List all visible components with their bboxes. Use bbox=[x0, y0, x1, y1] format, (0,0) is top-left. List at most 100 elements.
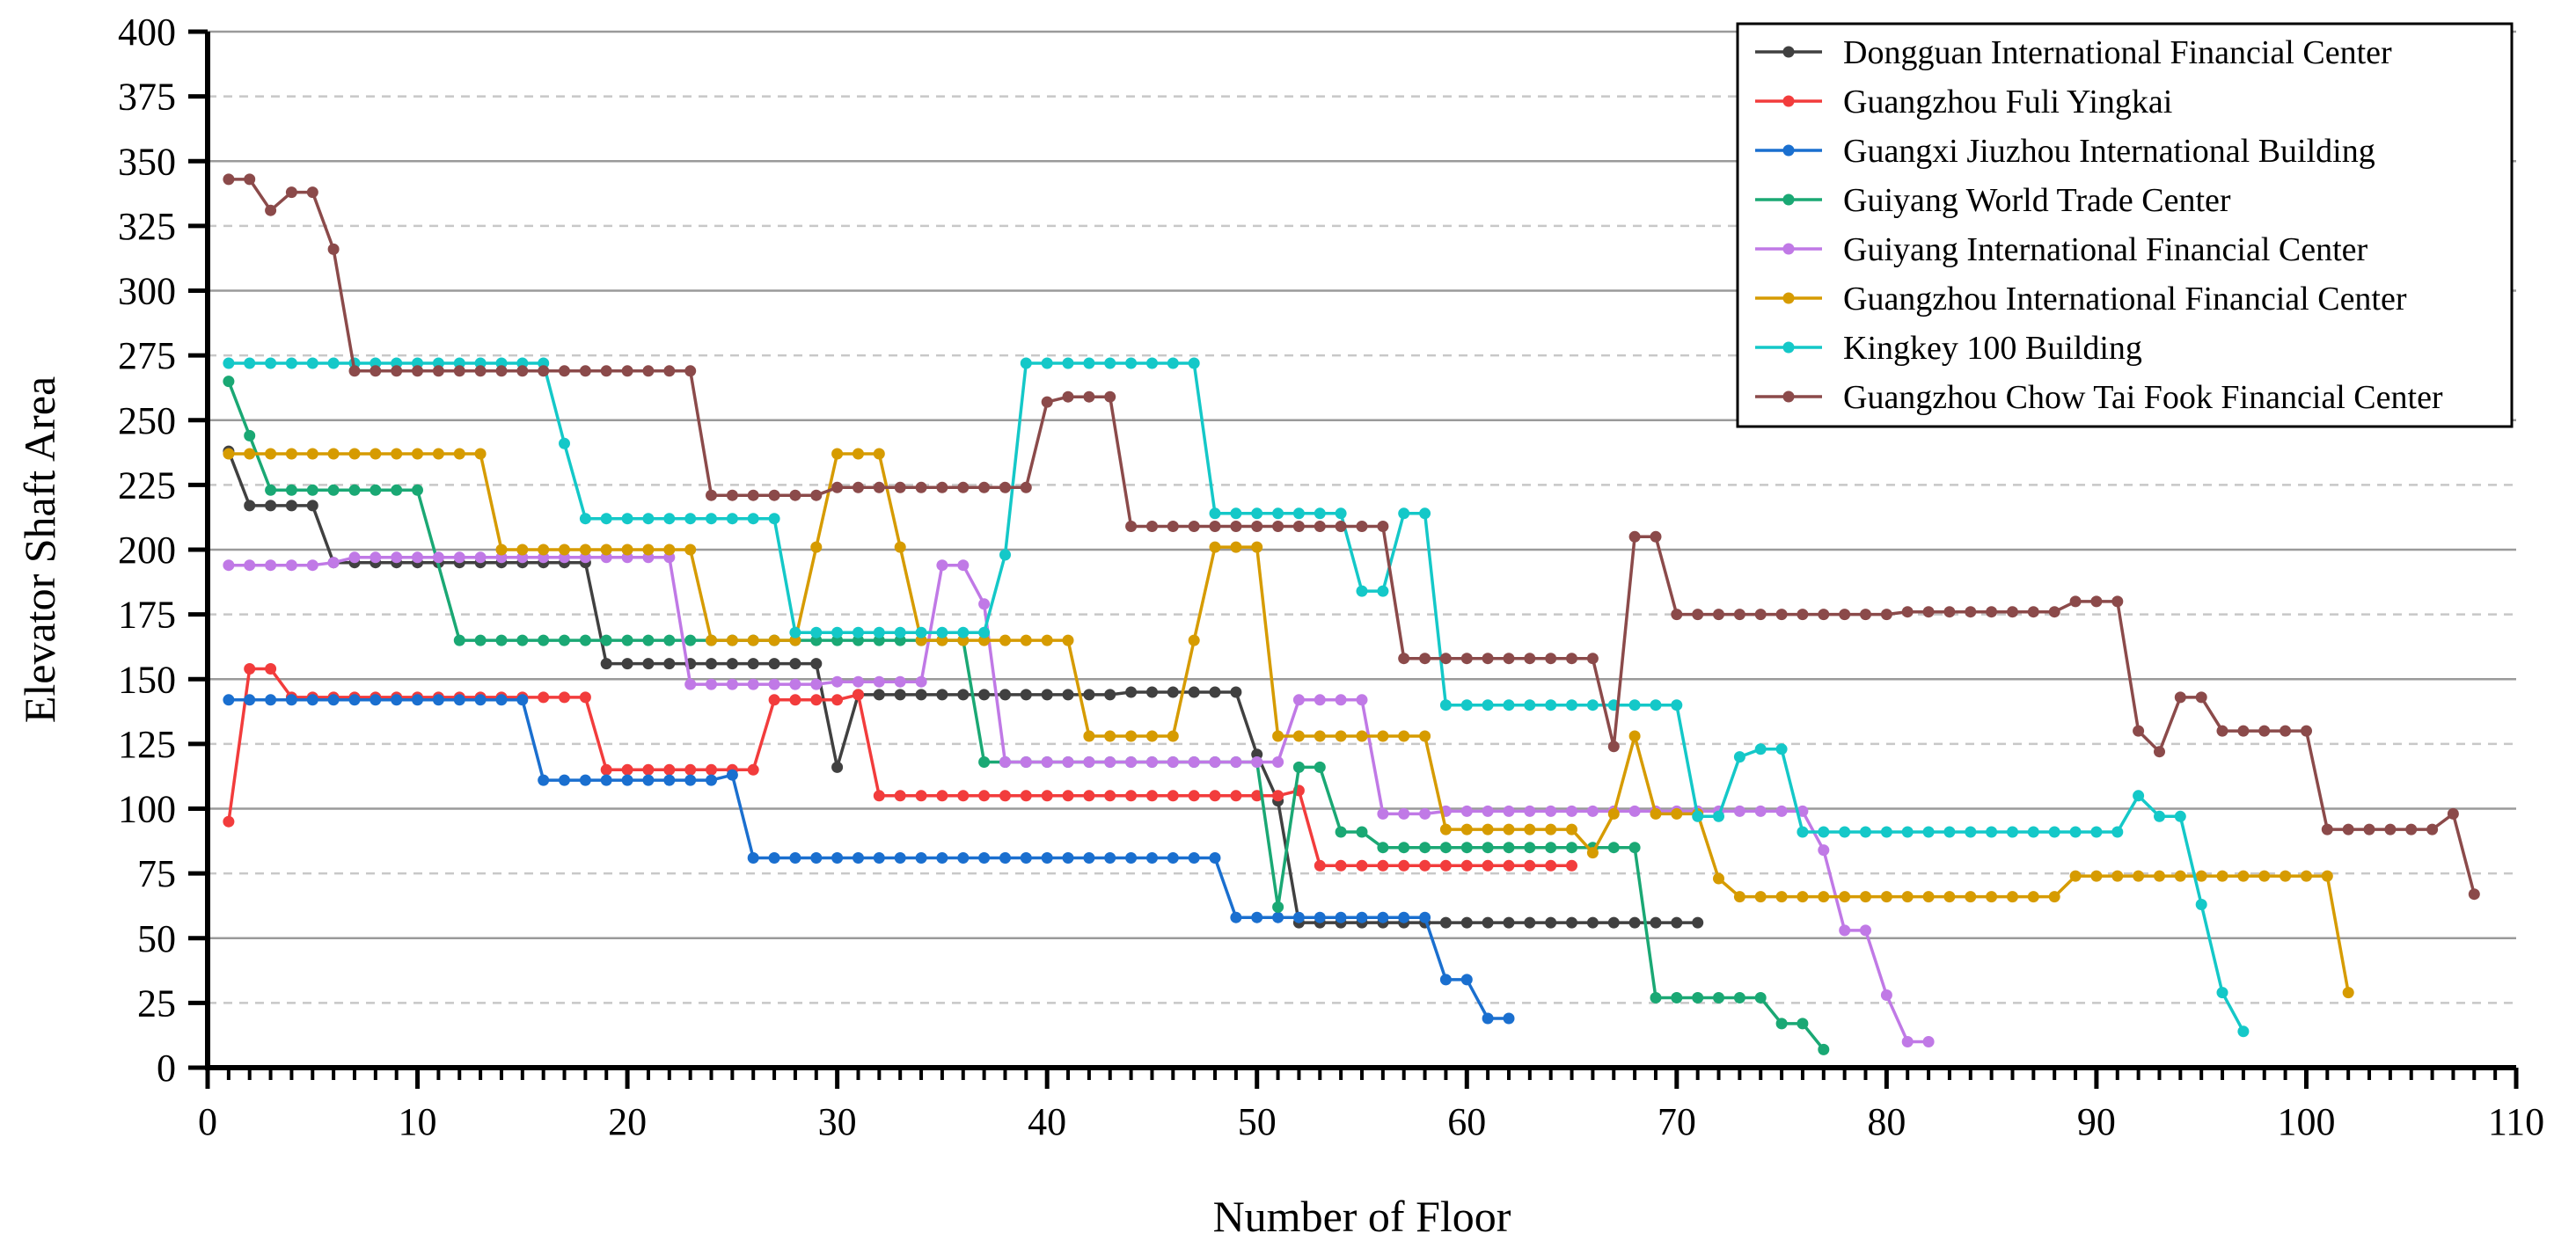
data-point bbox=[1125, 357, 1138, 369]
data-point bbox=[936, 559, 948, 572]
data-point bbox=[2321, 823, 2333, 835]
data-point bbox=[1733, 609, 1745, 621]
data-point bbox=[306, 357, 318, 369]
data-point bbox=[1880, 989, 1892, 1001]
data-point bbox=[642, 658, 655, 670]
data-point bbox=[2258, 870, 2271, 882]
data-point bbox=[1419, 859, 1431, 872]
data-point bbox=[810, 626, 823, 638]
data-point bbox=[1566, 916, 1577, 929]
data-point bbox=[1083, 852, 1095, 864]
data-point bbox=[244, 357, 256, 369]
data-point bbox=[559, 437, 570, 449]
data-point bbox=[1754, 743, 1767, 755]
data-point bbox=[1335, 859, 1347, 872]
data-point bbox=[1439, 842, 1452, 854]
data-point bbox=[789, 852, 801, 864]
data-point bbox=[2133, 870, 2145, 882]
data-point bbox=[244, 173, 256, 186]
data-point bbox=[999, 790, 1011, 802]
data-point bbox=[370, 448, 382, 460]
x-tick-label: 30 bbox=[818, 1100, 857, 1143]
data-point bbox=[2216, 725, 2228, 737]
data-point bbox=[306, 500, 318, 512]
data-point bbox=[831, 448, 844, 460]
data-point bbox=[831, 761, 844, 773]
data-point bbox=[1775, 609, 1788, 621]
data-point bbox=[894, 541, 906, 553]
data-point bbox=[1292, 521, 1305, 532]
y-tick-label: 175 bbox=[118, 594, 176, 637]
data-point bbox=[2154, 810, 2165, 822]
data-point bbox=[1754, 891, 1767, 903]
data-point bbox=[957, 790, 970, 802]
data-point bbox=[663, 774, 676, 786]
data-point bbox=[726, 658, 738, 670]
data-point bbox=[244, 429, 256, 441]
data-point bbox=[1104, 852, 1116, 864]
data-point bbox=[327, 243, 340, 255]
data-point bbox=[1545, 916, 1557, 929]
data-point bbox=[726, 678, 738, 690]
series-line bbox=[228, 452, 2350, 993]
data-point bbox=[831, 634, 844, 646]
x-tick-label: 10 bbox=[399, 1100, 437, 1143]
data-point bbox=[1104, 357, 1116, 369]
data-point bbox=[1860, 826, 1871, 838]
data-point bbox=[1335, 694, 1347, 706]
data-point bbox=[1713, 992, 1724, 1003]
data-point bbox=[223, 559, 235, 572]
data-point bbox=[265, 448, 277, 460]
data-point bbox=[1880, 826, 1892, 838]
data-point bbox=[2154, 870, 2165, 882]
data-point bbox=[516, 365, 529, 377]
x-axis-title: Number of Floor bbox=[1213, 1192, 1511, 1241]
data-point bbox=[915, 634, 927, 646]
data-point bbox=[1586, 805, 1599, 817]
data-point bbox=[1901, 891, 1914, 903]
x-tick-label: 110 bbox=[2488, 1100, 2544, 1143]
data-point bbox=[1292, 507, 1305, 520]
data-point bbox=[327, 694, 340, 706]
data-point bbox=[1775, 1018, 1788, 1030]
data-point bbox=[726, 489, 738, 501]
data-point bbox=[1482, 916, 1494, 929]
data-point bbox=[1671, 807, 1683, 820]
data-point bbox=[1398, 807, 1410, 820]
y-tick-label: 125 bbox=[118, 723, 176, 766]
x-tick-label: 20 bbox=[608, 1100, 647, 1143]
data-point bbox=[1628, 530, 1641, 543]
data-point bbox=[453, 634, 465, 646]
data-point bbox=[1104, 390, 1116, 403]
data-point bbox=[1125, 521, 1138, 532]
data-point bbox=[306, 448, 318, 460]
data-point bbox=[1671, 699, 1683, 711]
data-point bbox=[978, 626, 991, 638]
y-tick-label: 75 bbox=[137, 852, 176, 895]
data-point bbox=[265, 663, 277, 675]
data-point bbox=[1398, 653, 1410, 665]
data-point bbox=[1775, 891, 1788, 903]
data-point bbox=[348, 484, 361, 496]
legend-item: Kingkey 100 Building bbox=[1755, 330, 2142, 367]
data-point bbox=[1188, 852, 1200, 864]
legend-item: Guangzhou Fuli Yingkai bbox=[1755, 84, 2172, 120]
data-point bbox=[412, 448, 423, 460]
data-point bbox=[853, 481, 864, 493]
data-point bbox=[327, 448, 340, 460]
y-tick-label: 400 bbox=[118, 11, 176, 54]
data-point bbox=[663, 634, 676, 646]
y-tick-label: 325 bbox=[118, 205, 176, 248]
data-point bbox=[1314, 730, 1326, 742]
data-point bbox=[1104, 689, 1116, 701]
data-point bbox=[559, 634, 570, 646]
y-tick-label: 275 bbox=[118, 334, 176, 377]
data-point bbox=[621, 634, 633, 646]
data-point bbox=[1524, 699, 1536, 711]
data-point bbox=[285, 694, 297, 706]
data-point bbox=[1377, 842, 1389, 854]
data-point bbox=[831, 694, 844, 706]
data-point bbox=[2342, 987, 2354, 999]
data-point bbox=[2237, 1025, 2250, 1038]
data-point bbox=[579, 634, 591, 646]
